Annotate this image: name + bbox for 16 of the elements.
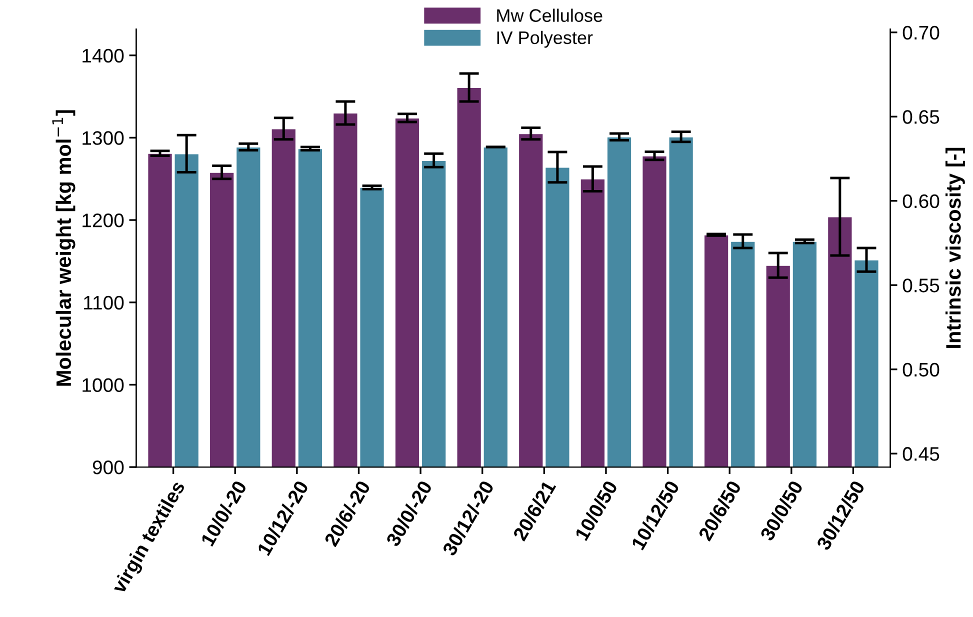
y2-tick-label: 0.60 (902, 194, 940, 208)
y2-tick-label: 0.45 (902, 447, 940, 461)
y-tick-label: 1200 (82, 214, 124, 228)
y2-tick-label: 0.55 (902, 278, 940, 292)
y2-tick-label: 0.50 (902, 362, 940, 377)
y2-axis-title: Intrinsic viscosity [-] (945, 148, 965, 348)
legend-label: IV Polyester (497, 30, 593, 48)
y-tick-label: 1000 (82, 378, 124, 392)
y-tick-label: 1100 (84, 296, 124, 310)
y-tick-label: 1300 (82, 131, 124, 145)
y-axis-title: Molecular weight [kg mol$^{−1}$] (52, 110, 76, 386)
y2-tick-label: 0.65 (902, 110, 940, 124)
legend-label: Mw Cellulose (497, 8, 602, 22)
y2-tick-label: 0.70 (902, 26, 940, 40)
y-tick-label: 900 (92, 460, 124, 474)
y-tick-label: 1400 (82, 48, 124, 63)
